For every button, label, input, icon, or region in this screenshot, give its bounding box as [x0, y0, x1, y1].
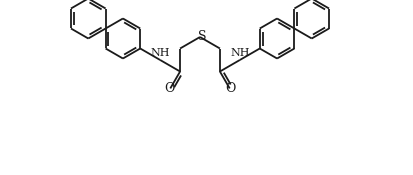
Text: NH: NH: [150, 48, 169, 58]
Text: O: O: [164, 82, 174, 95]
Text: NH: NH: [230, 48, 249, 58]
Text: S: S: [197, 30, 206, 43]
Text: O: O: [225, 82, 235, 95]
